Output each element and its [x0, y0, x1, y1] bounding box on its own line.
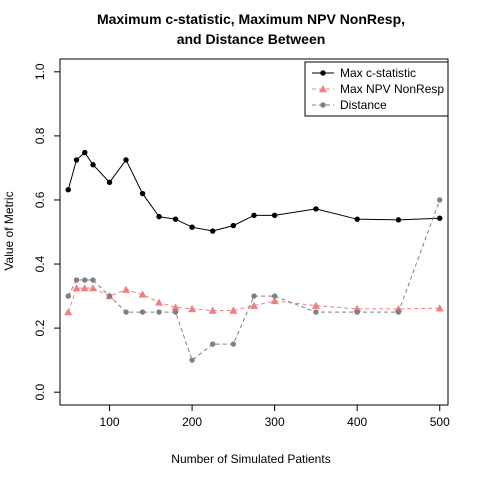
- data-point-distance: [189, 357, 195, 363]
- data-point-max-c-statistic: [437, 215, 443, 221]
- data-point-distance: [156, 309, 162, 315]
- data-point-distance: [230, 341, 237, 347]
- y-tick-label: 0.8: [33, 127, 47, 144]
- data-point-max-c-statistic: [139, 190, 146, 197]
- x-tick-label: 200: [182, 415, 202, 429]
- data-point-max-npv-nonresp: [229, 306, 238, 314]
- data-point-distance: [123, 309, 129, 315]
- data-point-max-npv-nonresp: [89, 284, 98, 292]
- data-point-max-c-statistic: [90, 162, 96, 168]
- x-tick-label: 400: [347, 415, 367, 429]
- data-point-max-npv-nonresp: [138, 290, 147, 298]
- data-point-max-c-statistic: [123, 157, 129, 163]
- data-point-max-c-statistic: [251, 212, 257, 219]
- series-layer: [64, 149, 444, 363]
- x-tick-label: 300: [265, 415, 285, 429]
- data-point-max-npv-nonresp: [311, 301, 320, 309]
- axes: 100 200 300 400 500 0.0 0.2 0.4 0.6 0.8 1.0: [33, 63, 450, 429]
- y-tick-label: 0.4: [33, 255, 47, 272]
- legend-marker-distance: [320, 102, 326, 108]
- legend-marker-max-c-statistic: [320, 70, 326, 76]
- data-point-max-npv-nonresp: [270, 296, 279, 305]
- legend-box: [304, 61, 449, 117]
- y-tick-label: 0.2: [33, 319, 47, 336]
- y-tick-label: 0.0: [33, 384, 47, 401]
- data-point-max-npv-nonresp: [188, 304, 197, 313]
- chart-title-line-1: Maximum c-statistic, Maximum NPV NonResp…: [97, 11, 405, 27]
- data-point-distance: [73, 277, 80, 283]
- data-point-max-c-statistic: [230, 222, 237, 229]
- data-point-distance: [313, 309, 319, 315]
- data-point-max-c-statistic: [65, 187, 71, 193]
- data-point-distance: [271, 293, 278, 299]
- data-point-max-npv-nonresp: [122, 285, 131, 293]
- data-point-max-c-statistic: [313, 206, 319, 212]
- data-point-max-npv-nonresp: [64, 308, 73, 316]
- data-point-distance: [437, 197, 443, 203]
- data-point-max-c-statistic: [156, 213, 162, 220]
- series-max-c-statistic: [65, 149, 443, 234]
- x-axis-label: Number of Simulated Patients: [171, 452, 330, 466]
- data-point-distance: [82, 277, 88, 283]
- data-point-distance: [90, 277, 96, 283]
- series-distance: [65, 197, 443, 363]
- legend-label-distance: Distance: [340, 98, 387, 112]
- data-point-max-npv-nonresp: [80, 284, 89, 292]
- data-point-max-c-statistic: [354, 216, 360, 222]
- data-point-distance: [139, 309, 146, 315]
- y-tick-label: 0.6: [33, 191, 47, 208]
- x-tick-label: 500: [430, 415, 450, 429]
- data-point-distance: [106, 293, 113, 299]
- y-tick-label: 1.0: [33, 63, 47, 80]
- data-point-max-npv-nonresp: [72, 284, 81, 292]
- legend-label-max-c-statistic: Max c-statistic: [340, 66, 416, 80]
- data-point-max-npv-nonresp: [208, 306, 217, 314]
- data-point-distance: [251, 293, 257, 299]
- y-axis-label: Value of Metric: [2, 191, 16, 270]
- x-tick-label: 100: [100, 415, 120, 429]
- data-point-max-c-statistic: [82, 149, 88, 156]
- data-point-max-c-statistic: [271, 212, 278, 219]
- data-point-distance: [210, 341, 216, 347]
- data-point-max-c-statistic: [210, 228, 216, 234]
- data-point-max-npv-nonresp: [435, 304, 444, 312]
- data-point-distance: [354, 309, 360, 315]
- legend: Max c-statistic Max NPV NonResp Distance: [304, 61, 449, 117]
- series-max-npv-nonresp: [64, 284, 444, 316]
- data-point-max-c-statistic: [189, 224, 195, 230]
- data-point-max-c-statistic: [73, 157, 80, 163]
- data-point-distance: [395, 309, 402, 315]
- data-point-max-npv-nonresp: [155, 298, 164, 306]
- data-point-max-c-statistic: [172, 216, 179, 222]
- series-line-max-c-statistic: [67, 151, 440, 232]
- data-point-max-c-statistic: [106, 179, 113, 186]
- data-point-max-npv-nonresp: [250, 301, 258, 309]
- legend-marker-max-npv-nonresp: [319, 85, 327, 93]
- data-point-max-npv-nonresp: [171, 303, 180, 311]
- data-point-distance: [65, 293, 71, 299]
- series-line-distance: [67, 199, 441, 361]
- legend-label-max-npv-nonresp: Max NPV NonResp: [340, 82, 444, 96]
- chart-title-line-2: and Distance Between: [177, 31, 326, 47]
- data-point-distance: [172, 309, 179, 315]
- data-point-max-c-statistic: [395, 217, 402, 223]
